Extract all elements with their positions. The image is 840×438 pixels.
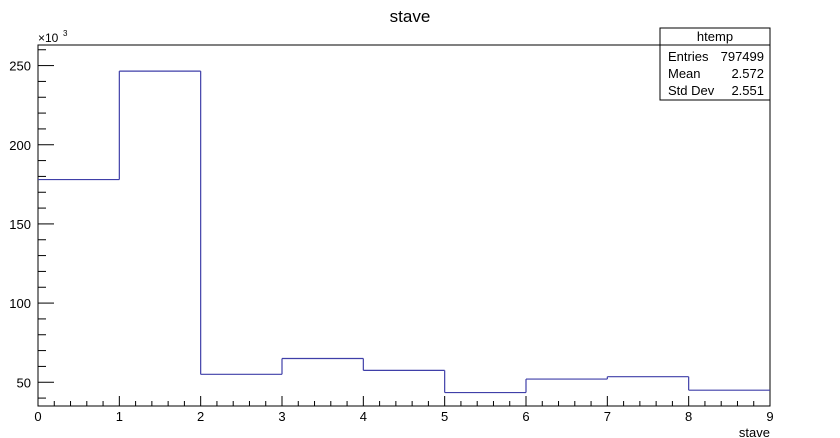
- stats-box: htemp Entries 797499 Mean 2.572 Std Dev …: [659, 27, 771, 101]
- x-tick-label: 5: [441, 409, 448, 424]
- x-tick-label: 4: [360, 409, 367, 424]
- x-tick-label: 9: [766, 409, 773, 424]
- x-tick-label: 2: [197, 409, 204, 424]
- x-tick-label: 7: [604, 409, 611, 424]
- x-tick-label: 3: [278, 409, 285, 424]
- stats-mean-label: Mean: [668, 66, 701, 81]
- stats-entries-label: Entries: [668, 49, 709, 64]
- stats-entries-value: 797499: [721, 49, 764, 64]
- stats-box-frame: [659, 27, 771, 101]
- x-tick-label: 8: [685, 409, 692, 424]
- y-tick-label: 250: [9, 59, 31, 74]
- plot-frame: [37, 44, 771, 407]
- x-axis-label: stave: [739, 425, 770, 438]
- stats-stddev-value: 2.551: [731, 83, 764, 98]
- chart-title: stave: [390, 7, 431, 26]
- y-tick-label: 100: [9, 296, 31, 311]
- stats-box-title: htemp: [697, 29, 733, 44]
- y-tick-label: 150: [9, 217, 31, 232]
- x-tick-label: 6: [522, 409, 529, 424]
- y-multiplier-base: ×10: [38, 31, 59, 45]
- y-axis-multiplier: ×10 3: [38, 29, 68, 45]
- y-tick-label: 50: [17, 375, 31, 390]
- stats-stddev-label: Std Dev: [668, 83, 715, 98]
- y-tick-label: 200: [9, 138, 31, 153]
- stats-mean-value: 2.572: [731, 66, 764, 81]
- x-tick-label: 1: [116, 409, 123, 424]
- y-multiplier-exponent: 3: [63, 29, 68, 38]
- x-tick-label: 0: [34, 409, 41, 424]
